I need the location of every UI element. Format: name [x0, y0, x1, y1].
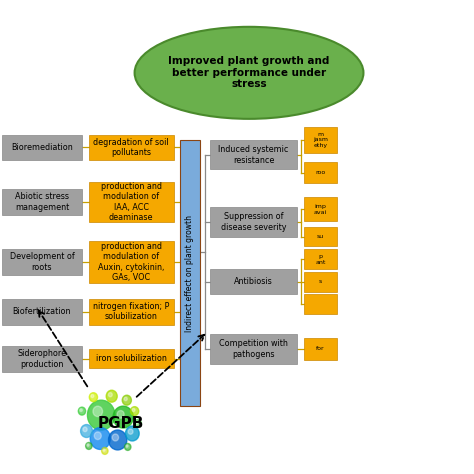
Text: production and
modulation of
Auxin, cytokinin,
GAs, VOC: production and modulation of Auxin, cyto… [98, 242, 164, 282]
FancyBboxPatch shape [210, 140, 297, 169]
Circle shape [94, 432, 101, 439]
FancyBboxPatch shape [304, 163, 337, 183]
Text: nitrogen fixation; P
solubilization: nitrogen fixation; P solubilization [93, 302, 169, 321]
FancyBboxPatch shape [304, 338, 337, 360]
FancyBboxPatch shape [304, 249, 337, 269]
Text: Bioremediation: Bioremediation [11, 143, 73, 152]
Circle shape [80, 409, 82, 411]
Circle shape [122, 395, 131, 405]
FancyBboxPatch shape [89, 349, 173, 368]
Text: Competition with
pathogens: Competition with pathogens [219, 339, 288, 359]
FancyBboxPatch shape [210, 334, 297, 364]
Text: Improved plant growth and
better performance under
stress: Improved plant growth and better perform… [168, 56, 330, 90]
Circle shape [78, 407, 86, 415]
FancyBboxPatch shape [304, 197, 337, 221]
FancyBboxPatch shape [89, 135, 173, 160]
FancyBboxPatch shape [304, 294, 337, 314]
Circle shape [83, 427, 87, 432]
FancyBboxPatch shape [2, 299, 82, 325]
Circle shape [106, 390, 117, 402]
Circle shape [130, 407, 139, 416]
Circle shape [125, 444, 131, 450]
FancyBboxPatch shape [181, 140, 200, 406]
Text: m
jasm
ethy: m jasm ethy [313, 132, 328, 148]
Circle shape [113, 406, 133, 428]
Text: Abiotic stress
management: Abiotic stress management [15, 192, 69, 212]
Circle shape [101, 447, 108, 455]
Text: iron solubilization: iron solubilization [96, 355, 166, 364]
Circle shape [89, 393, 98, 401]
Text: for: for [316, 346, 325, 351]
Text: Biofertilization: Biofertilization [13, 307, 71, 316]
Circle shape [117, 410, 124, 418]
Text: Siderophore
production: Siderophore production [18, 349, 66, 369]
Circle shape [112, 434, 118, 441]
Circle shape [88, 400, 115, 430]
Circle shape [81, 425, 92, 438]
Text: su: su [317, 234, 324, 239]
Text: roo: roo [315, 170, 326, 175]
Text: imp
avai: imp avai [314, 204, 327, 215]
Circle shape [91, 394, 94, 398]
Text: PGPB: PGPB [98, 416, 144, 431]
FancyBboxPatch shape [304, 127, 337, 153]
Ellipse shape [135, 27, 364, 119]
FancyBboxPatch shape [89, 299, 173, 325]
Circle shape [128, 429, 133, 434]
Circle shape [87, 444, 89, 447]
FancyBboxPatch shape [304, 227, 337, 246]
Text: Induced systemic
resistance: Induced systemic resistance [219, 145, 289, 164]
Text: p
ant: p ant [315, 254, 326, 265]
FancyBboxPatch shape [210, 269, 297, 294]
Circle shape [132, 409, 135, 411]
Circle shape [109, 392, 112, 397]
Circle shape [136, 421, 138, 424]
Circle shape [126, 426, 139, 441]
FancyBboxPatch shape [210, 207, 297, 237]
Text: Development of
roots: Development of roots [9, 252, 74, 272]
Text: s: s [319, 279, 322, 284]
FancyBboxPatch shape [304, 272, 337, 292]
FancyBboxPatch shape [2, 346, 82, 372]
Text: production and
modulation of
IAA, ACC
deaminase: production and modulation of IAA, ACC de… [100, 182, 162, 222]
Text: Suppression of
disease severity: Suppression of disease severity [221, 212, 286, 232]
Circle shape [90, 428, 110, 449]
Circle shape [134, 419, 141, 428]
Text: Indirect effect on plant growth: Indirect effect on plant growth [185, 215, 194, 332]
Text: degradation of soil
pollutants: degradation of soil pollutants [93, 138, 169, 157]
Circle shape [126, 445, 128, 447]
Circle shape [124, 397, 128, 401]
FancyBboxPatch shape [2, 189, 82, 215]
FancyBboxPatch shape [89, 241, 173, 283]
Circle shape [103, 449, 105, 451]
Text: Antibiosis: Antibiosis [234, 277, 273, 286]
Circle shape [86, 442, 92, 449]
FancyBboxPatch shape [89, 182, 173, 222]
FancyBboxPatch shape [2, 249, 82, 275]
FancyBboxPatch shape [2, 135, 82, 160]
Circle shape [109, 430, 127, 450]
Circle shape [93, 406, 102, 417]
